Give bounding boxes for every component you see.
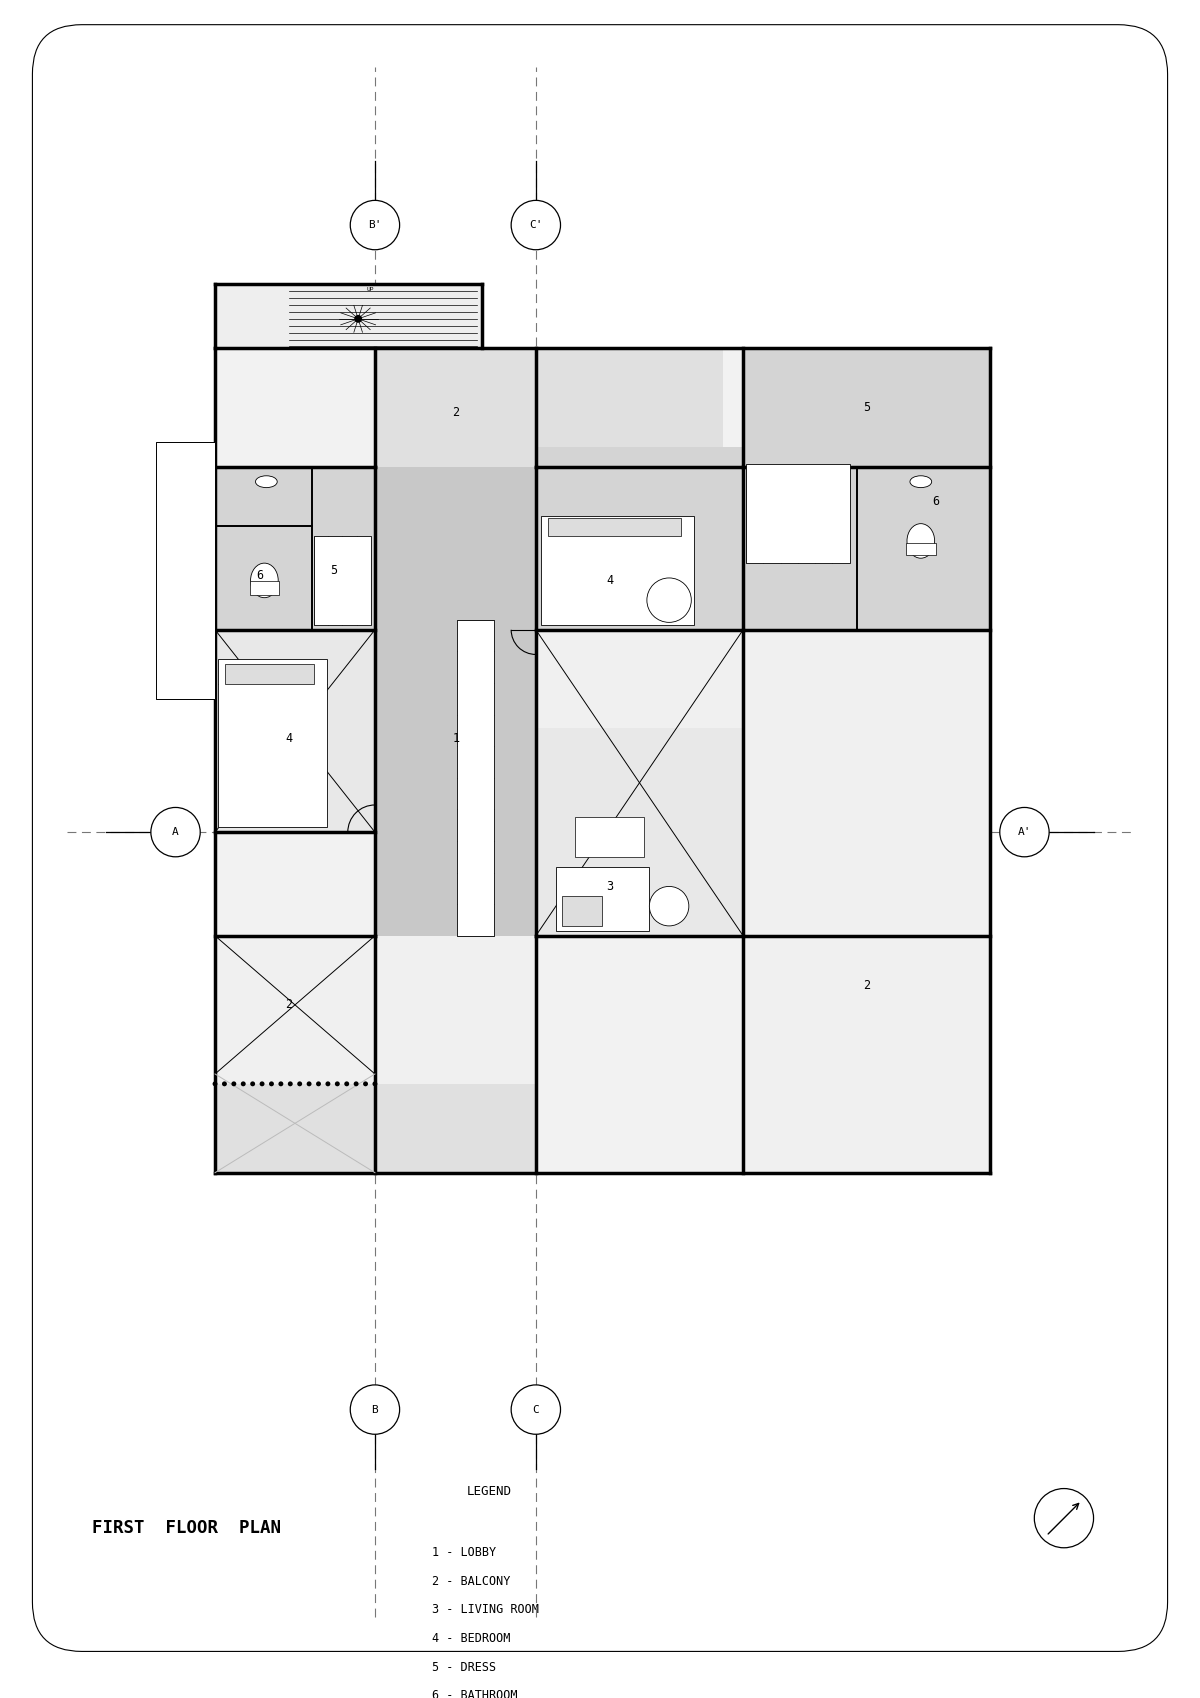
Bar bbox=[156, 441, 215, 700]
Bar bbox=[536, 728, 743, 936]
Circle shape bbox=[350, 1386, 400, 1435]
Circle shape bbox=[316, 1082, 320, 1087]
Bar bbox=[536, 447, 990, 630]
Bar bbox=[224, 664, 313, 684]
Text: 2 - BALCONY: 2 - BALCONY bbox=[432, 1574, 510, 1588]
Ellipse shape bbox=[251, 564, 278, 598]
Bar bbox=[906, 543, 936, 555]
Text: B': B' bbox=[368, 221, 382, 229]
Text: FIRST  FLOOR  PLAN: FIRST FLOOR PLAN bbox=[91, 1520, 281, 1537]
Text: C: C bbox=[533, 1404, 539, 1414]
Bar bbox=[547, 518, 680, 537]
Bar bbox=[746, 464, 850, 562]
Text: 2: 2 bbox=[863, 978, 870, 992]
Text: 2: 2 bbox=[286, 998, 293, 1012]
Circle shape bbox=[250, 1082, 256, 1087]
Circle shape bbox=[151, 808, 200, 857]
Circle shape bbox=[269, 1082, 274, 1087]
Bar bbox=[743, 936, 990, 1173]
Text: 2: 2 bbox=[452, 406, 460, 419]
Ellipse shape bbox=[256, 475, 277, 487]
Bar bbox=[218, 659, 326, 827]
Bar bbox=[563, 897, 602, 925]
Circle shape bbox=[354, 1082, 359, 1087]
Bar bbox=[215, 467, 374, 630]
Text: 3: 3 bbox=[606, 880, 613, 893]
Text: B: B bbox=[372, 1404, 378, 1414]
FancyBboxPatch shape bbox=[32, 25, 1168, 1652]
Bar bbox=[215, 348, 990, 1173]
Bar bbox=[536, 630, 990, 936]
Bar bbox=[374, 467, 536, 936]
Circle shape bbox=[335, 1082, 340, 1087]
Circle shape bbox=[278, 1082, 283, 1087]
Circle shape bbox=[511, 200, 560, 250]
Circle shape bbox=[325, 1082, 330, 1087]
Text: 6 - BATHROOM: 6 - BATHROOM bbox=[432, 1690, 517, 1698]
Text: UP: UP bbox=[366, 287, 373, 292]
Text: 6: 6 bbox=[932, 494, 940, 508]
Ellipse shape bbox=[907, 523, 935, 559]
Text: 6: 6 bbox=[256, 569, 263, 582]
Bar bbox=[541, 516, 694, 625]
Text: LEGEND: LEGEND bbox=[467, 1486, 511, 1498]
Circle shape bbox=[350, 200, 400, 250]
Circle shape bbox=[511, 1386, 560, 1435]
Circle shape bbox=[288, 1082, 293, 1087]
Circle shape bbox=[307, 1082, 312, 1087]
Circle shape bbox=[259, 1082, 264, 1087]
Circle shape bbox=[1034, 1489, 1093, 1549]
Circle shape bbox=[241, 1082, 246, 1087]
Text: 1: 1 bbox=[452, 732, 460, 745]
Circle shape bbox=[344, 1082, 349, 1087]
Text: 5: 5 bbox=[863, 401, 870, 414]
Text: A': A' bbox=[1018, 827, 1031, 837]
Circle shape bbox=[298, 1082, 302, 1087]
Circle shape bbox=[649, 886, 689, 925]
Text: 5: 5 bbox=[330, 564, 337, 577]
Circle shape bbox=[1000, 808, 1049, 857]
Bar bbox=[374, 348, 536, 467]
Text: 1 - LOBBY: 1 - LOBBY bbox=[432, 1547, 497, 1559]
Text: 5 - DRESS: 5 - DRESS bbox=[432, 1661, 497, 1674]
Bar bbox=[313, 537, 371, 625]
Bar bbox=[743, 348, 990, 467]
Bar bbox=[215, 630, 374, 832]
Bar bbox=[215, 348, 990, 1173]
Bar bbox=[457, 620, 494, 936]
Circle shape bbox=[212, 1082, 217, 1087]
Circle shape bbox=[364, 1082, 368, 1087]
Bar bbox=[250, 581, 280, 596]
Text: 3 - LIVING ROOM: 3 - LIVING ROOM bbox=[432, 1603, 539, 1616]
Bar bbox=[215, 284, 481, 348]
Circle shape bbox=[222, 1082, 227, 1087]
Bar bbox=[556, 866, 649, 931]
Circle shape bbox=[372, 1082, 378, 1087]
Bar bbox=[575, 817, 644, 857]
Bar bbox=[536, 348, 724, 467]
Text: 4 - BEDROOM: 4 - BEDROOM bbox=[432, 1632, 510, 1645]
Ellipse shape bbox=[647, 577, 691, 623]
Bar bbox=[215, 1083, 536, 1173]
Text: C': C' bbox=[529, 221, 542, 229]
Text: 4: 4 bbox=[286, 732, 293, 745]
Bar bbox=[215, 936, 536, 1173]
Text: A: A bbox=[172, 827, 179, 837]
Circle shape bbox=[354, 314, 362, 323]
Text: 4: 4 bbox=[606, 574, 613, 588]
Ellipse shape bbox=[910, 475, 931, 487]
Circle shape bbox=[232, 1082, 236, 1087]
